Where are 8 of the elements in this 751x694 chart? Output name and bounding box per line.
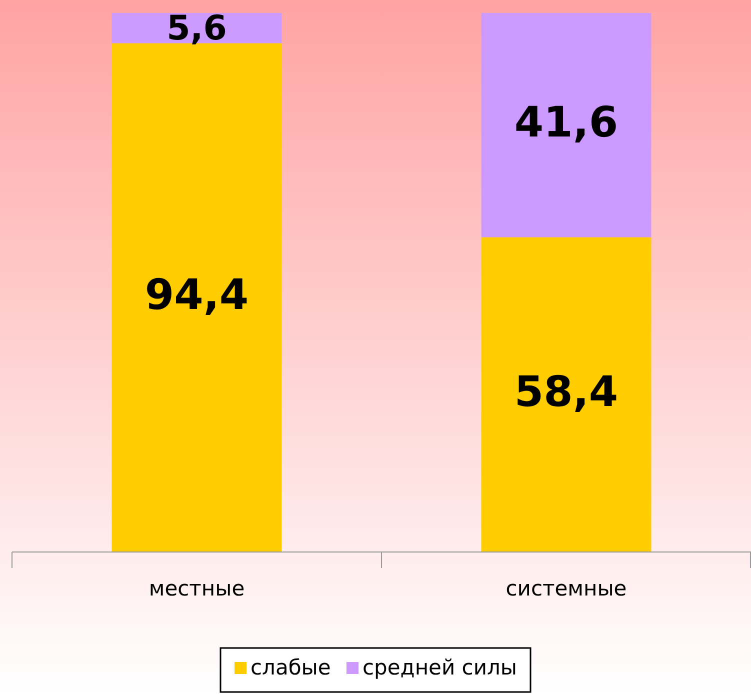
legend-label: средней силы — [362, 656, 517, 680]
data-label: 5,6 — [166, 8, 227, 48]
x-tick-label: системные — [506, 576, 627, 601]
data-label: 41,6 — [514, 98, 618, 147]
x-tick-label: местные — [148, 576, 245, 601]
data-label: 94,4 — [144, 270, 249, 320]
data-label: 58,4 — [514, 367, 618, 416]
legend-label: слабые — [250, 656, 331, 680]
